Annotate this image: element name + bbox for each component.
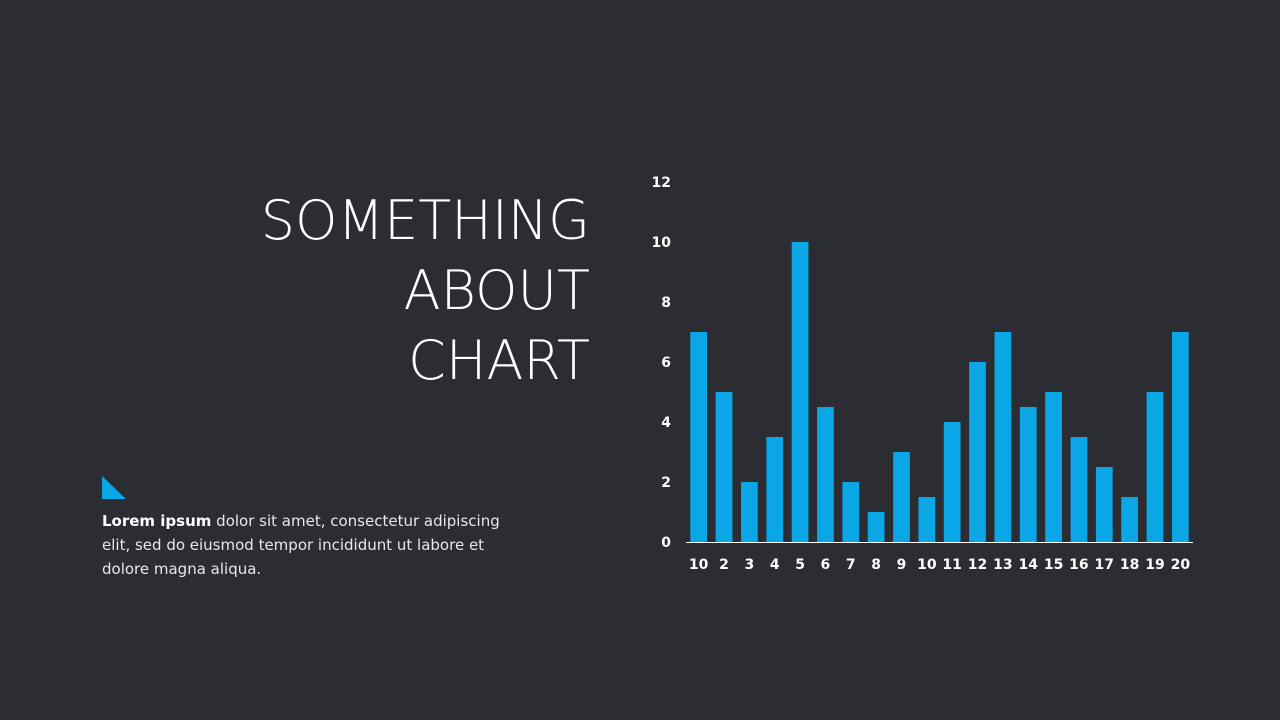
bar	[715, 392, 733, 542]
bar	[1171, 332, 1189, 542]
description-text: dolor sit amet, consectetur adipiscing e…	[102, 512, 500, 578]
x-tick-label: 16	[1069, 557, 1088, 573]
x-tick-label: 10	[689, 557, 709, 573]
bar	[893, 452, 910, 542]
accent-triangle-icon	[102, 476, 126, 499]
x-tick-label: 18	[1120, 557, 1139, 573]
x-tick-label: 9	[897, 557, 907, 573]
bar	[842, 482, 860, 542]
x-tick-label: 7	[846, 557, 856, 573]
x-tick-label: 5	[795, 557, 805, 573]
bar	[1121, 497, 1138, 542]
title-line-3: CHART	[408, 329, 590, 392]
x-tick-label: 4	[770, 557, 780, 573]
x-tick-label: 20	[1171, 557, 1191, 573]
y-tick-label: 10	[652, 235, 672, 251]
description-bold: Lorem ipsum	[102, 512, 212, 530]
title-line-2: ABOUT	[403, 259, 590, 322]
x-axis-ticks: 10 2 3 4 5 6 7 8 9 10 11 12 13 14 15 16 17 18 19 20	[689, 557, 1190, 573]
y-tick-label: 4	[661, 415, 671, 431]
bar	[1095, 467, 1113, 542]
bar	[1070, 437, 1088, 542]
bar	[1146, 392, 1164, 542]
bar	[1045, 392, 1062, 542]
bar	[1019, 407, 1037, 542]
y-tick-label: 12	[652, 175, 671, 191]
y-tick-label: 6	[661, 355, 671, 371]
bar	[867, 512, 885, 542]
y-tick-label: 2	[661, 475, 671, 491]
y-tick-label: 8	[661, 295, 671, 311]
bar	[690, 332, 708, 542]
bar	[994, 332, 1012, 542]
bar	[791, 242, 809, 542]
bar	[766, 437, 784, 542]
bar	[741, 482, 758, 542]
x-tick-label: 19	[1145, 557, 1164, 573]
x-tick-label: 15	[1044, 557, 1063, 573]
bar	[817, 407, 834, 542]
x-tick-label: 14	[1018, 557, 1038, 573]
x-tick-label: 17	[1095, 557, 1114, 573]
title-line-1: SOMETHING	[260, 189, 590, 252]
x-tick-label: 8	[871, 557, 881, 573]
x-tick-label: 10	[917, 557, 937, 573]
x-tick-label: 11	[942, 557, 961, 573]
y-axis-ticks: 0 2 4 6 8 10 12	[652, 175, 672, 551]
x-tick-label: 12	[968, 557, 987, 573]
slide-title: SOMETHING ABOUT CHART	[110, 186, 590, 396]
x-tick-label: 6	[821, 557, 831, 573]
bars	[690, 242, 1189, 542]
description: Lorem ipsum dolor sit amet, consectetur …	[102, 509, 502, 581]
y-tick-label: 0	[661, 535, 671, 551]
bar	[918, 497, 936, 542]
x-tick-label: 3	[745, 557, 755, 573]
x-tick-label: 13	[993, 557, 1012, 573]
x-tick-label: 2	[719, 557, 729, 573]
bar	[969, 362, 986, 542]
bar	[943, 422, 961, 542]
